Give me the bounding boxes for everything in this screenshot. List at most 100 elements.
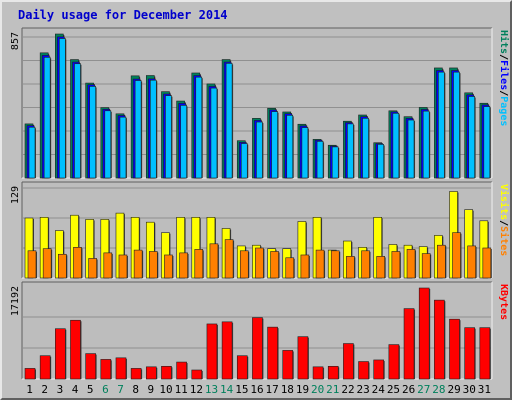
x-tick-label: 23 — [357, 383, 370, 396]
bar-sites — [239, 250, 249, 279]
bar-pages — [149, 79, 157, 179]
bar-kbytes — [70, 319, 81, 380]
x-tick-label: 1 — [26, 383, 33, 396]
x-tick-label: 31 — [478, 383, 491, 396]
x-tick-label: 8 — [132, 383, 139, 396]
x-tick-label: 18 — [281, 383, 294, 396]
bar-sites — [467, 245, 476, 279]
bar-sites — [103, 252, 113, 279]
x-tick-label: 30 — [463, 383, 476, 396]
x-tick-label: 26 — [402, 383, 415, 396]
bar-kbytes — [206, 323, 218, 380]
bar-pages — [28, 126, 36, 179]
legend-item: Sites — [498, 226, 510, 256]
x-tick-label: 17 — [266, 383, 279, 396]
bar-pages — [271, 111, 278, 179]
bar-sites — [330, 250, 340, 279]
y-max-label: 129 — [10, 186, 21, 204]
legend-item: / — [498, 54, 509, 60]
bar-sites — [164, 254, 173, 279]
x-tick-label: 7 — [117, 383, 124, 396]
bar-kbytes — [358, 361, 369, 380]
x-tick-label: 13 — [205, 383, 218, 396]
x-tick-label: 15 — [235, 383, 248, 396]
legend-hits-files-pages: Hits/Files/Pages — [498, 30, 510, 126]
legend-item: Hits — [498, 30, 510, 54]
bar-sites — [346, 256, 355, 279]
x-tick-label: 24 — [372, 383, 386, 396]
bar-kbytes — [403, 308, 415, 380]
bar-sites — [73, 247, 82, 279]
bar-kbytes — [236, 355, 248, 380]
x-tick-label: 25 — [387, 383, 400, 396]
bar-sites — [209, 243, 219, 279]
bar-kbytes — [55, 328, 66, 380]
bar-sites — [421, 253, 431, 279]
bar-sites — [270, 251, 279, 279]
bar-kbytes — [388, 344, 400, 380]
bar-kbytes — [327, 365, 339, 380]
y-max-label: 857 — [10, 32, 21, 50]
x-tick-label: 10 — [159, 383, 172, 396]
bar-pages — [134, 80, 142, 179]
chart-title: Daily usage for December 2014 — [18, 8, 228, 22]
bar-kbytes — [252, 317, 263, 380]
x-tick-label: 21 — [326, 383, 339, 396]
bar-pages — [331, 146, 339, 179]
bar-sites — [194, 249, 204, 279]
x-tick-label: 22 — [341, 383, 354, 396]
bar-pages — [286, 115, 294, 179]
x-tick-label: 19 — [296, 383, 309, 396]
bar-kbytes — [191, 369, 203, 380]
legend-sites-visits: Visits/Sites — [498, 184, 510, 256]
bar-sites — [118, 254, 128, 279]
bar-pages — [59, 38, 66, 179]
bar-pages — [468, 96, 475, 179]
x-tick-label: 3 — [57, 383, 64, 396]
bar-pages — [301, 127, 309, 179]
bar-kbytes — [85, 353, 96, 380]
bar-pages — [165, 95, 172, 179]
bar-sites — [452, 232, 461, 279]
bar-sites — [361, 250, 370, 279]
bar-kbytes — [418, 287, 430, 380]
bar-sites — [179, 252, 188, 279]
bar-sites — [406, 249, 416, 279]
x-tick-label: 2 — [41, 383, 48, 396]
bar-pages — [438, 71, 445, 179]
x-tick-label: 6 — [102, 383, 109, 396]
bar-kbytes — [161, 365, 172, 380]
legend-item: Pages — [498, 96, 509, 126]
bar-sites — [133, 249, 143, 279]
bar-kbytes — [115, 357, 127, 380]
y-max-label: 17192 — [10, 286, 21, 316]
bar-sites — [42, 248, 52, 279]
bar-kbytes — [449, 318, 460, 380]
x-tick-label: 27 — [417, 383, 430, 396]
bar-pages — [316, 141, 324, 179]
legend-item: / — [498, 90, 509, 96]
bar-kbytes — [343, 343, 354, 380]
bar-pages — [347, 123, 354, 179]
bar-kbytes — [479, 327, 491, 380]
x-tick-label: 29 — [447, 383, 460, 396]
bar-pages — [225, 63, 233, 179]
bar-pages — [119, 116, 127, 179]
bar-kbytes — [39, 355, 51, 380]
bar-kbytes — [312, 366, 324, 380]
bar-sites — [315, 249, 325, 279]
bar-kbytes — [130, 368, 142, 380]
bar-kbytes — [176, 361, 187, 380]
x-tick-label: 20 — [311, 383, 324, 396]
bar-sites — [224, 239, 234, 279]
bar-pages — [422, 110, 430, 179]
x-tick-label: 28 — [432, 383, 445, 396]
bar-pages — [483, 106, 491, 179]
bar-sites — [482, 247, 492, 279]
bar-sites — [58, 253, 67, 279]
bar-pages — [210, 87, 218, 179]
bar-kbytes — [464, 327, 475, 380]
bar-pages — [407, 119, 415, 179]
